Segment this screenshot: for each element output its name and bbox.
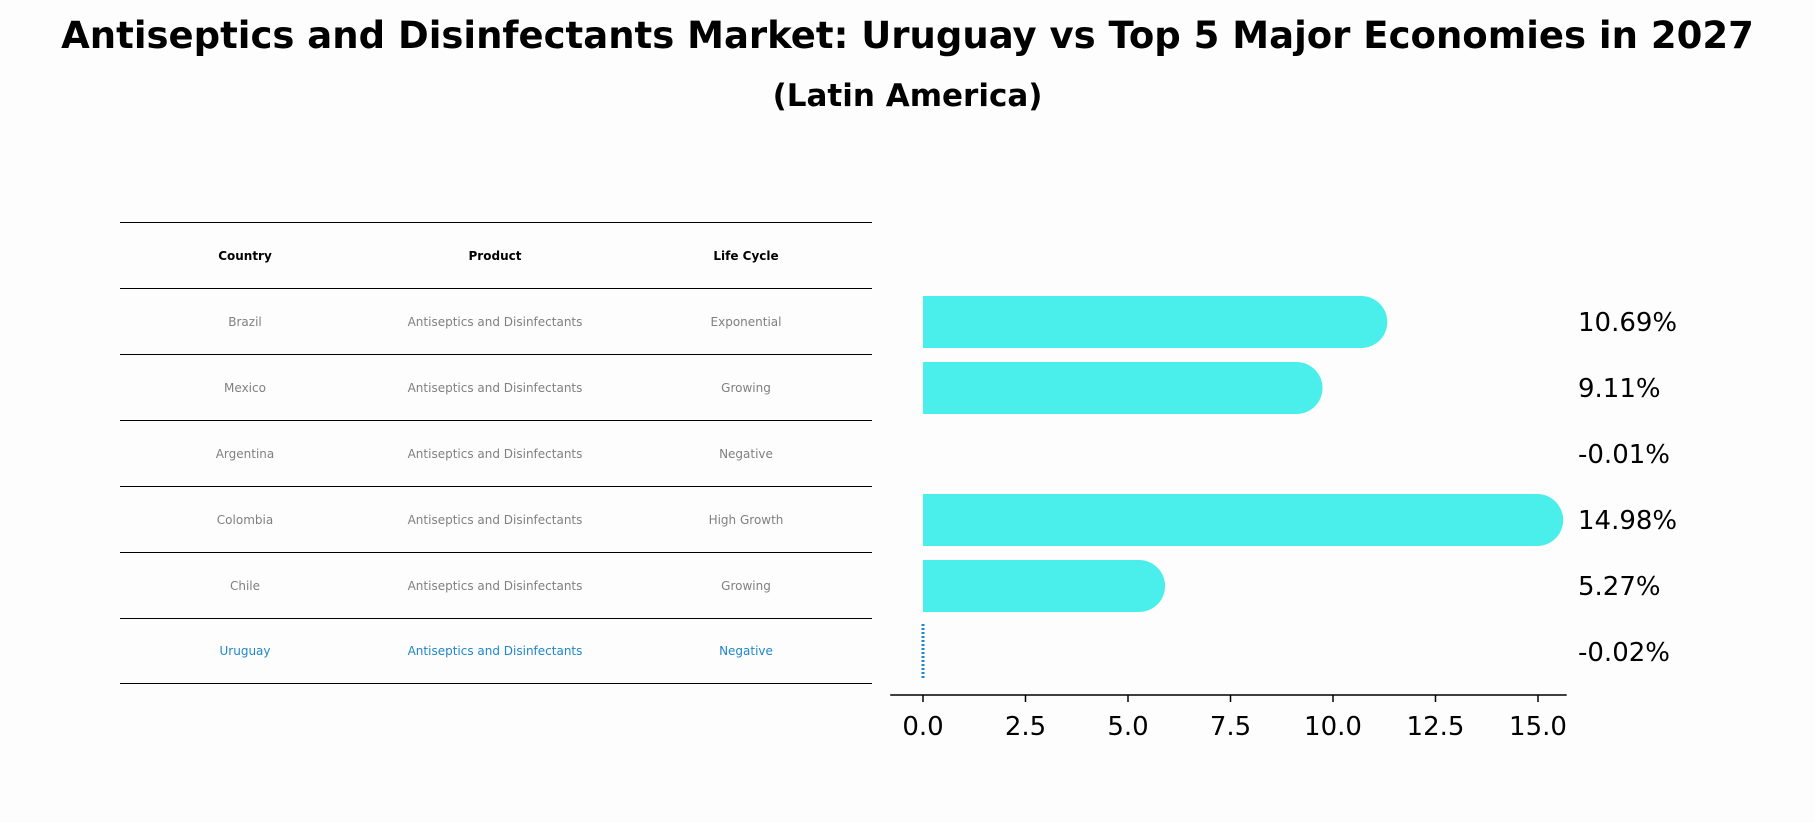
- bar-value-label: 14.98%: [1578, 506, 1677, 536]
- bar: [923, 494, 1564, 546]
- table-row: Brazil Antiseptics and Disinfectants Exp…: [120, 288, 872, 354]
- table-header-row: Country Product Life Cycle: [120, 222, 872, 288]
- chart-title: Antiseptics and Disinfectants Market: Ur…: [61, 14, 1754, 57]
- x-tick-label: 7.5: [1210, 712, 1251, 742]
- cell-country: Argentina: [215, 446, 275, 461]
- bar-value-label: 9.11%: [1578, 374, 1661, 404]
- header-life-cycle: Life Cycle: [713, 248, 779, 263]
- x-tick-label: 12.5: [1407, 712, 1465, 742]
- cell-country: Mexico: [224, 380, 266, 395]
- cell-country: Colombia: [216, 512, 274, 527]
- table-row: Colombia Antiseptics and Disinfectants H…: [120, 486, 872, 552]
- cell-country: Chile: [229, 578, 261, 593]
- x-tick-label: 2.5: [1005, 712, 1046, 742]
- cell-product: Antiseptics and Disinfectants: [407, 578, 583, 593]
- table-row-highlighted: Uruguay Antiseptics and Disinfectants Ne…: [120, 618, 872, 684]
- bar: [923, 296, 1388, 348]
- table-row: Argentina Antiseptics and Disinfectants …: [120, 420, 872, 486]
- cell-life-cycle: Negative: [719, 644, 773, 658]
- cell-country: Brazil: [228, 314, 262, 329]
- header-country: Country: [218, 248, 272, 263]
- x-tick-label: 10.0: [1304, 712, 1362, 742]
- cell-product: Antiseptics and Disinfectants: [407, 512, 583, 527]
- cell-life-cycle: Growing: [721, 578, 771, 593]
- bar-value-label: -0.02%: [1578, 638, 1670, 668]
- cell-country: Uruguay: [219, 644, 271, 658]
- bar-value-label: -0.01%: [1578, 440, 1670, 470]
- bar-value-label: 5.27%: [1578, 572, 1661, 602]
- cell-life-cycle: Negative: [719, 446, 773, 461]
- bar: [923, 362, 1323, 414]
- bar: [923, 560, 1166, 612]
- header-product: Product: [468, 248, 522, 263]
- bar-value-label: 10.69%: [1578, 308, 1677, 338]
- table-row: Mexico Antiseptics and Disinfectants Gro…: [120, 354, 872, 420]
- cell-product: Antiseptics and Disinfectants: [407, 380, 583, 395]
- x-tick-label: 5.0: [1107, 712, 1148, 742]
- cell-life-cycle: Growing: [721, 380, 771, 395]
- cell-life-cycle: High Growth: [708, 512, 784, 527]
- x-tick-label: 0.0: [902, 712, 943, 742]
- table-row: Chile Antiseptics and Disinfectants Grow…: [120, 552, 872, 618]
- chart-subtitle: (Latin America): [772, 78, 1043, 114]
- x-tick-label: 15.0: [1509, 712, 1567, 742]
- cell-product: Antiseptics and Disinfectants: [407, 446, 583, 461]
- cell-product: Antiseptics and Disinfectants: [407, 314, 583, 329]
- cell-product: Antiseptics and Disinfectants: [407, 644, 583, 658]
- cell-life-cycle: Exponential: [710, 314, 782, 329]
- data-table: Country Product Life Cycle Brazil Antise…: [120, 222, 872, 684]
